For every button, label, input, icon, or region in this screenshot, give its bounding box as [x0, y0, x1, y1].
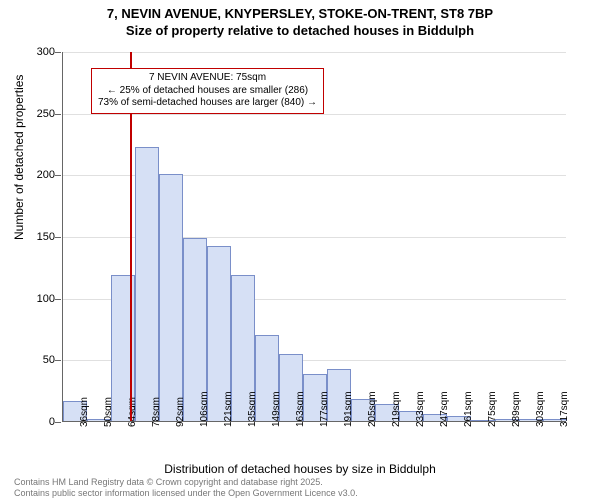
x-tick-label: 247sqm [439, 391, 450, 427]
y-tick [55, 114, 61, 115]
y-tick [55, 175, 61, 176]
annotation-line1: 7 NEVIN AVENUE: 75sqm [98, 72, 317, 85]
grid-line [63, 52, 566, 53]
x-tick-label: 36sqm [79, 397, 90, 427]
chart-title: 7, NEVIN AVENUE, KNYPERSLEY, STOKE-ON-TR… [0, 0, 600, 40]
annotation-box: 7 NEVIN AVENUE: 75sqm← 25% of detached h… [91, 68, 324, 114]
y-axis-label: Number of detached properties [12, 75, 26, 240]
title-line-1: 7, NEVIN AVENUE, KNYPERSLEY, STOKE-ON-TR… [0, 6, 600, 23]
footer-attribution: Contains HM Land Registry data © Crown c… [14, 477, 358, 498]
y-tick [55, 422, 61, 423]
histogram-bar [159, 174, 183, 421]
y-tick-label: 300 [17, 46, 55, 58]
x-tick-label: 233sqm [415, 391, 426, 427]
y-tick-label: 50 [17, 354, 55, 366]
footer-line-2: Contains public sector information licen… [14, 488, 358, 498]
x-tick-label: 303sqm [535, 391, 546, 427]
x-tick-label: 317sqm [559, 391, 570, 427]
annotation-line2: ← 25% of detached houses are smaller (28… [98, 85, 317, 98]
annotation-line3: 73% of semi-detached houses are larger (… [98, 97, 317, 110]
plot: 05010015020025030036sqm50sqm64sqm78sqm92… [62, 52, 566, 422]
y-tick [55, 299, 61, 300]
y-tick-label: 0 [17, 416, 55, 428]
x-tick-label: 289sqm [511, 391, 522, 427]
x-axis-label: Distribution of detached houses by size … [0, 462, 600, 476]
footer-line-1: Contains HM Land Registry data © Crown c… [14, 477, 358, 487]
y-tick [55, 237, 61, 238]
histogram-bar [135, 147, 159, 421]
x-tick-label: 275sqm [487, 391, 498, 427]
y-tick [55, 52, 61, 53]
x-tick-label: 219sqm [391, 391, 402, 427]
y-tick-label: 100 [17, 293, 55, 305]
x-tick-label: 261sqm [463, 391, 474, 427]
grid-line [63, 114, 566, 115]
chart-area: 05010015020025030036sqm50sqm64sqm78sqm92… [62, 52, 566, 422]
y-tick [55, 360, 61, 361]
title-line-2: Size of property relative to detached ho… [0, 23, 600, 40]
